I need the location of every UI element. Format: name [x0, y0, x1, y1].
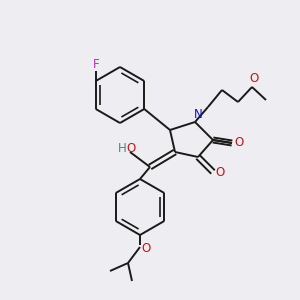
- Text: H: H: [118, 142, 126, 154]
- Text: O: O: [215, 166, 225, 178]
- Text: O: O: [249, 73, 259, 85]
- Text: N: N: [194, 109, 202, 122]
- Text: O: O: [141, 242, 151, 256]
- Text: O: O: [234, 136, 244, 149]
- Text: F: F: [92, 58, 99, 70]
- Text: O: O: [126, 142, 136, 154]
